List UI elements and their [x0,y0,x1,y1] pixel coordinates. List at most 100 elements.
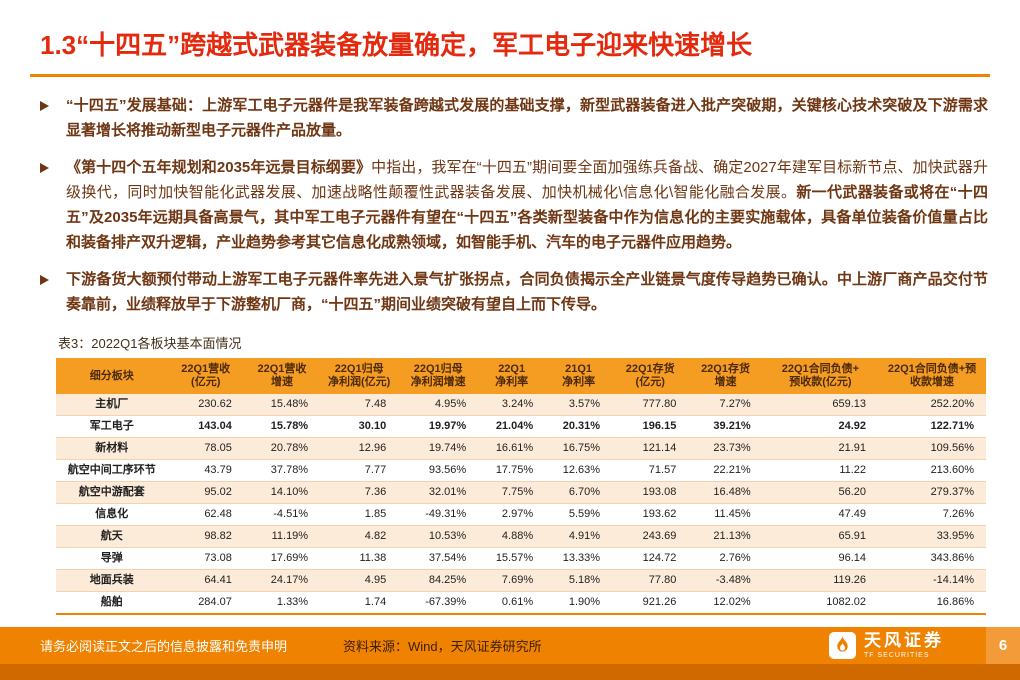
cell-value: 15.78% [243,415,321,438]
cell-value: 62.48 [167,503,244,526]
cell-value: 7.27% [688,394,763,416]
cell-value: 24.92 [762,415,879,438]
cell-value: 13.33% [545,547,613,570]
cell-value: 213.60% [878,459,986,482]
cell-value: 3.24% [478,394,546,416]
cell-value: 4.88% [478,525,546,548]
segment-name: 航天 [56,525,168,548]
cell-value: 20.78% [243,437,321,460]
table-row: 地面兵装 64.41 24.17% 4.95 84.25% 7.69% 5.18% 77.80… [56,569,986,592]
cell-value: 12.96 [320,437,399,460]
tianfeng-flame-icon [829,632,856,659]
cell-value: 19.74% [398,437,479,460]
cell-value: 4.91% [545,525,613,548]
cell-value: -14.14% [878,569,986,592]
table-row: 军工电子 143.04 15.78% 30.10 19.97% 21.04% 20.31% 1… [56,415,986,438]
cell-value: 7.36 [320,481,399,504]
bullet-text: 下游备货大额预付带动上游军工电子元器件率先进入景气扩张拐点，合同负债揭示全产业链… [66,267,988,317]
table-row: 导弹 73.08 17.69% 11.38 37.54% 15.57% 13.33% 124.… [56,547,986,570]
cell-value: 47.49 [762,503,879,526]
cell-value: 15.57% [478,547,546,570]
cell-value: 12.63% [545,459,613,482]
cell-value: 777.80 [612,394,689,416]
cell-value: 16.48% [688,481,763,504]
cell-value: 122.71% [878,415,986,438]
cell-value: 124.72 [612,547,689,570]
source-text: 资料来源：Wind，天风证券研究所 [343,639,542,654]
fundamentals-table: 细分板块 22Q1营收 (亿元) 22Q1营收 增速 22Q1归母 净利润(亿元) 22… [56,358,986,615]
column-header: 22Q1存货 (亿元) [612,358,689,394]
cell-value: 30.10 [320,415,399,438]
column-header: 22Q1营收 (亿元) [167,358,244,394]
column-header: 细分板块 [56,358,168,394]
column-header: 22Q1归母 净利润(亿元) [320,358,399,394]
table-header-row: 细分板块 22Q1营收 (亿元) 22Q1营收 增速 22Q1归母 净利润(亿元) 22… [56,358,986,394]
cell-value: -3.48% [688,569,763,592]
cell-value: 73.08 [167,547,244,570]
table-row: 航天 98.82 11.19% 4.82 10.53% 4.88% 4.91% 243.69 2… [56,525,986,548]
page-title: 1.3“十四五”跨越式武器装备放量确定，军工电子迎来快速增长 [40,30,753,60]
cell-value: 33.95% [878,525,986,548]
cell-value: 243.69 [612,525,689,548]
cell-value: 64.41 [167,569,244,592]
cell-value: 10.53% [398,525,479,548]
cell-value: 21.13% [688,525,763,548]
segment-name: 导弹 [56,547,168,570]
cell-value: 279.37% [878,481,986,504]
table-body: 主机厂 230.62 15.48% 7.48 4.95% 3.24% 3.57% 777.80… [56,394,986,615]
cell-value: 17.75% [478,459,546,482]
disclaimer-text: 请务必阅读正文之后的信息披露和免责申明 [40,639,288,654]
cell-value: 284.07 [167,591,244,615]
cell-value: 19.97% [398,415,479,438]
cell-value: 16.75% [545,437,613,460]
cell-value: 65.91 [762,525,879,548]
content-area: “十四五”发展基础：上游军工电子元器件是我军装备跨越式发展的基础支撑，新型武器装… [0,77,1020,615]
segment-name: 航空中间工序环节 [56,459,168,482]
cell-value: 4.82 [320,525,399,548]
cell-value: 93.56% [398,459,479,482]
column-header: 22Q1合同负债+ 预收款(亿元) [762,358,879,394]
cell-value: 0.61% [478,591,546,615]
cell-value: 15.48% [243,394,321,416]
brand-subtitle: TF SECURITIES [864,652,930,659]
cell-value: 5.59% [545,503,613,526]
cell-value: 96.14 [762,547,879,570]
cell-value: 3.57% [545,394,613,416]
bullet-list: “十四五”发展基础：上游军工电子元器件是我军装备跨越式发展的基础支撑，新型武器装… [40,93,988,317]
column-header: 22Q1存货 增速 [688,358,763,394]
cell-value: 37.54% [398,547,479,570]
cell-value: 1.85 [320,503,399,526]
cell-value: 16.61% [478,437,546,460]
segment-name: 航空中游配套 [56,481,168,504]
cell-value: 7.75% [478,481,546,504]
bullet-arrow-icon [40,267,66,317]
cell-value: 2.97% [478,503,546,526]
table-row: 信息化 62.48 -4.51% 1.85 -49.31% 2.97% 5.59% 193.6… [56,503,986,526]
table-row: 主机厂 230.62 15.48% 7.48 4.95% 3.24% 3.57% 777.80… [56,394,986,416]
table-row: 航空中间工序环节 43.79 37.78% 7.77 93.56% 17.75% 12.63… [56,459,986,482]
cell-value: 32.01% [398,481,479,504]
cell-value: 14.10% [243,481,321,504]
cell-value: 37.78% [243,459,321,482]
bullet-text: “十四五”发展基础：上游军工电子元器件是我军装备跨越式发展的基础支撑，新型武器装… [66,93,988,143]
bullet-text-segment: 《第十四个五年规划和2035年远景目标纲要》 [66,159,372,176]
bullet-text-segment: 中指出，我军在“十四五”期间要全面加强练兵备战、确定2027年建军目标新节点、加… [66,159,988,201]
segment-name: 信息化 [56,503,168,526]
cell-value: 21.91 [762,437,879,460]
cell-value: 196.15 [612,415,689,438]
cell-value: 1.74 [320,591,399,615]
segment-name: 新材料 [56,437,168,460]
cell-value: 121.14 [612,437,689,460]
cell-value: 17.69% [243,547,321,570]
cell-value: 78.05 [167,437,244,460]
cell-value: 84.25% [398,569,479,592]
bullet-text: 《第十四个五年规划和2035年远景目标纲要》中指出，我军在“十四五”期间要全面加… [66,155,988,255]
cell-value: 11.38 [320,547,399,570]
cell-value: 56.20 [762,481,879,504]
cell-value: 16.86% [878,591,986,615]
bullet-arrow-icon [40,155,66,255]
cell-value: 343.86% [878,547,986,570]
bullet-text-segment: “十四五”发展基础：上游军工电子元器件是我军装备跨越式发展的基础支撑，新型武器装… [66,97,988,139]
cell-value: 22.21% [688,459,763,482]
bullet-item: 《第十四个五年规划和2035年远景目标纲要》中指出，我军在“十四五”期间要全面加… [40,155,988,255]
